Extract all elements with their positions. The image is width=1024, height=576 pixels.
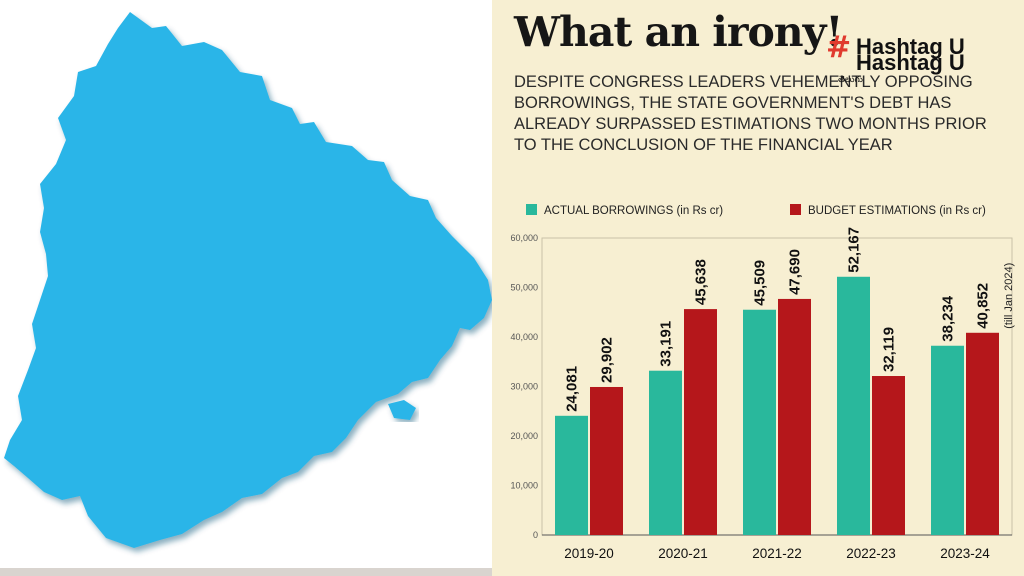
logo-text: Hashtag U (856, 34, 965, 59)
data-label: 52,167 (846, 227, 863, 273)
legend-label: BUDGET ESTIMATIONS (in Rs cr) (808, 205, 986, 217)
hash-logo-icon: # (826, 30, 852, 65)
y-tick-label: 20,000 (510, 431, 538, 441)
bar (966, 332, 999, 535)
bar (555, 415, 588, 535)
data-label: 40,852 (975, 283, 992, 329)
y-tick-label: 40,000 (510, 332, 538, 342)
map-panel (0, 0, 492, 576)
logo-text-echo: Hashtag U (856, 50, 965, 75)
subheadline: DESPITE CONGRESS LEADERS VEHEMENTLY OPPO… (514, 73, 987, 154)
y-tick-label: 50,000 (510, 283, 538, 293)
bar (743, 309, 776, 535)
bar (778, 298, 811, 535)
y-tick-label: 30,000 (510, 382, 538, 392)
x-tick-label: 2023-24 (940, 546, 990, 561)
bar (931, 345, 964, 535)
hashtag-u-logo: # Hashtag U Hashtag U తెలుగు (822, 30, 1022, 90)
bar (649, 370, 682, 535)
data-label: 29,902 (599, 337, 616, 383)
data-label: 38,234 (940, 295, 957, 342)
data-label: 32,119 (881, 327, 898, 372)
y-tick-label: 60,000 (510, 233, 538, 243)
x-tick-label: 2019-20 (564, 546, 614, 561)
legend-label: ACTUAL BORROWINGS (in Rs cr) (544, 205, 723, 217)
legend-swatch (526, 204, 537, 215)
bar (590, 386, 623, 535)
legend-swatch (790, 204, 801, 215)
bar (837, 276, 870, 535)
x-tick-label: 2021-22 (752, 546, 802, 561)
borrowings-bar-chart: ACTUAL BORROWINGS (in Rs cr) BUDGET ESTIM… (510, 204, 1015, 561)
data-label: 45,509 (752, 260, 769, 306)
bar (684, 309, 717, 535)
annotation-label: (till Jan 2024) (1003, 263, 1015, 329)
bottom-strip (0, 568, 492, 576)
bar (872, 376, 905, 535)
y-tick-label: 10,000 (510, 481, 538, 491)
logo-subtext: తెలుగు (838, 74, 863, 84)
data-label: 24,081 (564, 366, 581, 412)
headline: What an irony! (514, 8, 843, 56)
x-tick-label: 2022-23 (846, 546, 896, 561)
telangana-map-icon (4, 12, 492, 548)
y-tick-label: 0 (533, 530, 538, 540)
x-tick-label: 2020-21 (658, 546, 708, 561)
infographic-panel: What an irony! DESPITE CONGRESS LEADERS … (492, 0, 1024, 576)
data-label: 47,690 (787, 249, 804, 295)
data-label: 45,638 (693, 259, 710, 305)
data-label: 33,191 (658, 321, 675, 367)
